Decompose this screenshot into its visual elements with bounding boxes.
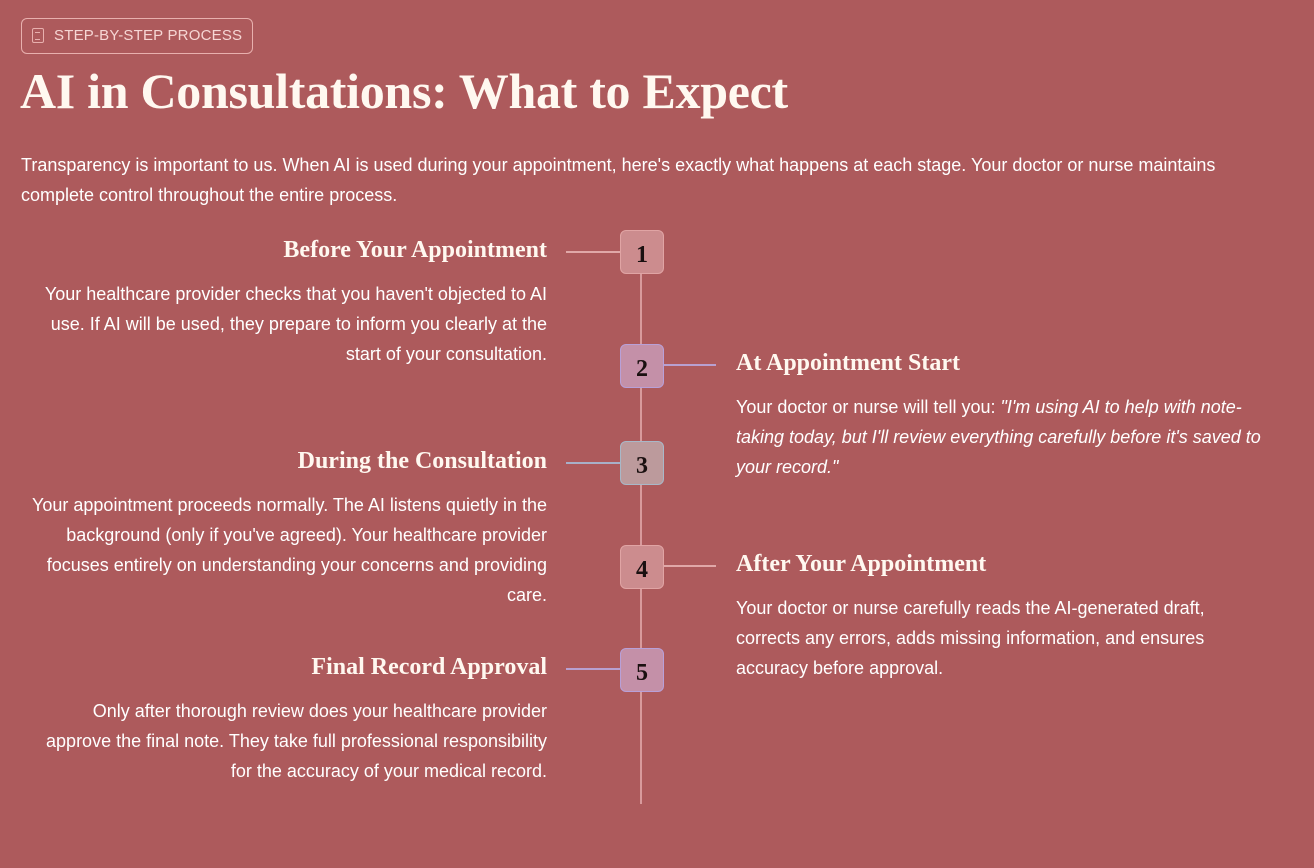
section-badge: STEP-BY-STEP PROCESS <box>21 18 254 54</box>
badge-label: STEP-BY-STEP PROCESS <box>54 27 243 44</box>
step-quote: "I'm using AI to help with note-taking t… <box>736 397 1261 477</box>
step-title: At Appointment Start <box>736 350 961 376</box>
connector-1 <box>566 251 622 253</box>
step-title: During the Consultation <box>297 448 547 474</box>
step-number-2: 2 <box>620 344 664 388</box>
intro-text: Transparency is important to us. When AI… <box>21 155 1216 205</box>
step-text: Your appointment proceeds normally. The … <box>32 495 547 605</box>
step-text: Your doctor or nurse carefully reads the… <box>736 598 1205 678</box>
step-text: Only after thorough review does your hea… <box>46 701 547 781</box>
checklist-icon <box>32 28 44 43</box>
step-title: Final Record Approval <box>311 654 547 680</box>
page-title: AI in Consultations: What to Expect <box>20 63 788 119</box>
step-text: Your doctor or nurse will tell you: "I'm… <box>736 392 1276 482</box>
step-number-5: 5 <box>620 648 664 692</box>
timeline-line <box>640 252 642 804</box>
connector-2 <box>662 364 716 366</box>
step-number-1: 1 <box>620 230 664 274</box>
step-title: Before Your Appointment <box>283 237 547 263</box>
step-text-prefix: Your doctor or nurse will tell you: <box>736 397 1001 417</box>
step-number-3: 3 <box>620 441 664 485</box>
connector-3 <box>566 462 622 464</box>
connector-4 <box>662 565 716 567</box>
step-title: After Your Appointment <box>736 551 987 577</box>
step-text: Your healthcare provider checks that you… <box>44 284 547 364</box>
connector-5 <box>566 668 622 670</box>
step-number-4: 4 <box>620 545 664 589</box>
